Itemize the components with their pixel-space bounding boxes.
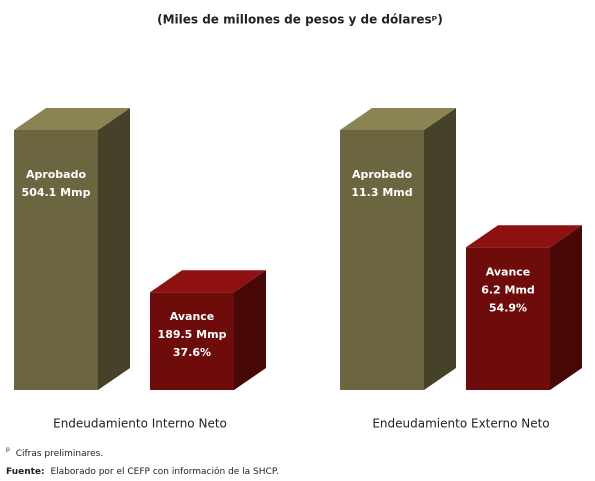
series-label: Aprobado bbox=[352, 168, 413, 181]
source-label: Fuente: bbox=[6, 467, 45, 477]
value-label: 11.3 Mmd bbox=[351, 186, 412, 199]
bar bbox=[150, 292, 234, 390]
series-label: Aprobado bbox=[26, 168, 87, 181]
x-tick-label: Endeudamiento Externo Neto bbox=[372, 417, 549, 431]
percent-label: 37.6% bbox=[173, 346, 211, 359]
bar-side bbox=[98, 108, 130, 390]
footnote-text: Cifras preliminares. bbox=[16, 449, 104, 459]
series-label: Avance bbox=[170, 310, 215, 323]
bar-top bbox=[466, 225, 582, 248]
bar-top bbox=[340, 108, 456, 130]
value-label: 189.5 Mmp bbox=[158, 328, 227, 341]
bar bbox=[14, 130, 98, 390]
bar-top bbox=[150, 270, 266, 293]
value-label: 504.1 Mmp bbox=[22, 186, 91, 199]
bar-side bbox=[424, 108, 456, 390]
bar bbox=[466, 247, 550, 390]
x-tick-label: Endeudamiento Interno Neto bbox=[53, 417, 227, 431]
footnote-mark: p bbox=[6, 446, 10, 453]
bar-side bbox=[550, 225, 582, 390]
chart-title: (Miles de millones de pesos y de dólares… bbox=[157, 13, 443, 27]
footnote: p Cifras preliminares. bbox=[6, 446, 103, 459]
bar-side bbox=[234, 270, 266, 390]
bar-top bbox=[14, 108, 130, 130]
series-label: Avance bbox=[486, 265, 531, 278]
bar bbox=[340, 130, 424, 390]
percent-label: 54.9% bbox=[489, 301, 527, 314]
source-text: Elaborado por el CEFP con información de… bbox=[51, 466, 279, 477]
source: Fuente: Elaborado por el CEFP con inform… bbox=[6, 466, 279, 477]
value-label: 6.2 Mmd bbox=[481, 283, 535, 296]
